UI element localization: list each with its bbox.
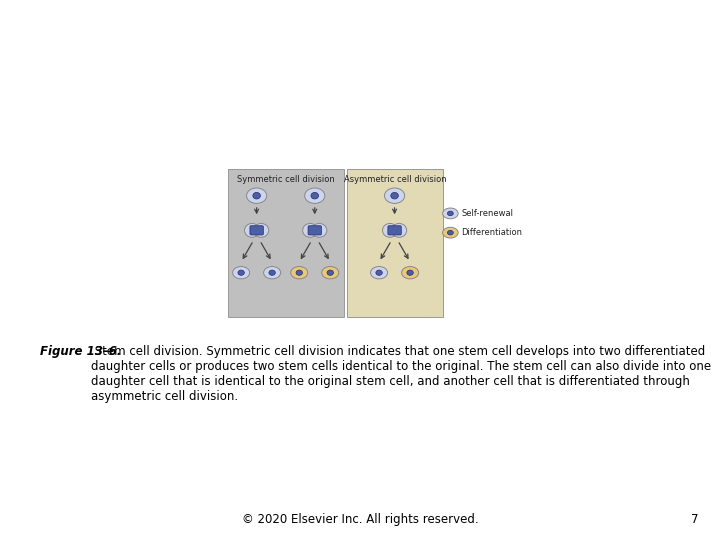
Text: Stem cell division. Symmetric cell division indicates that one stem cell develop: Stem cell division. Symmetric cell divis… xyxy=(91,345,711,403)
Bar xyxy=(228,168,344,318)
Ellipse shape xyxy=(305,188,325,204)
Ellipse shape xyxy=(447,231,454,235)
Ellipse shape xyxy=(245,224,260,237)
Ellipse shape xyxy=(269,270,275,275)
Ellipse shape xyxy=(302,224,318,237)
Ellipse shape xyxy=(246,188,266,204)
Ellipse shape xyxy=(238,270,244,275)
Ellipse shape xyxy=(443,227,458,238)
Ellipse shape xyxy=(402,267,418,279)
Ellipse shape xyxy=(376,270,382,275)
FancyBboxPatch shape xyxy=(388,226,401,235)
Ellipse shape xyxy=(443,208,458,219)
Ellipse shape xyxy=(253,224,269,237)
FancyBboxPatch shape xyxy=(308,226,321,235)
Ellipse shape xyxy=(371,267,387,279)
Ellipse shape xyxy=(233,267,250,279)
Text: © 2020 Elsevier Inc. All rights reserved.: © 2020 Elsevier Inc. All rights reserved… xyxy=(242,513,478,526)
Ellipse shape xyxy=(253,192,261,199)
Ellipse shape xyxy=(264,267,281,279)
Ellipse shape xyxy=(311,192,318,199)
Ellipse shape xyxy=(391,192,398,199)
Ellipse shape xyxy=(322,267,339,279)
Text: Figure 13–6.: Figure 13–6. xyxy=(40,345,122,358)
Bar xyxy=(347,168,443,318)
FancyBboxPatch shape xyxy=(250,226,264,235)
Ellipse shape xyxy=(312,224,327,237)
Ellipse shape xyxy=(291,267,307,279)
Text: Symmetric cell division: Symmetric cell division xyxy=(237,175,335,184)
Text: Asymmetric cell division: Asymmetric cell division xyxy=(343,175,446,184)
Ellipse shape xyxy=(384,188,405,204)
Text: Self-renewal: Self-renewal xyxy=(462,209,513,218)
Ellipse shape xyxy=(296,270,302,275)
Ellipse shape xyxy=(447,211,454,215)
Ellipse shape xyxy=(392,224,407,237)
Text: Differentiation: Differentiation xyxy=(462,228,522,237)
Ellipse shape xyxy=(382,224,397,237)
Ellipse shape xyxy=(327,270,333,275)
Ellipse shape xyxy=(407,270,413,275)
Text: 7: 7 xyxy=(690,513,698,526)
